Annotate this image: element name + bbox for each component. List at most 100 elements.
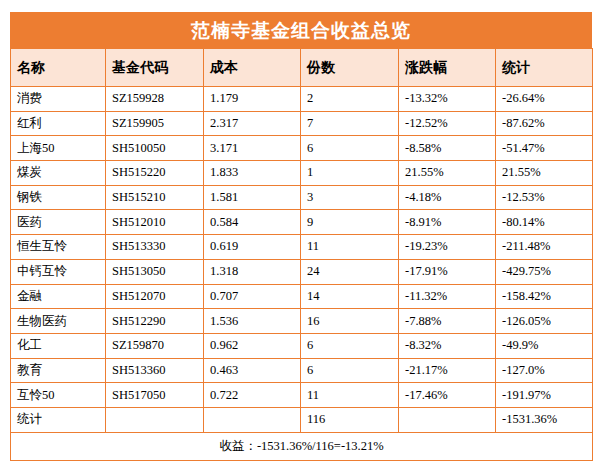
table-cell: 0.962 (204, 333, 301, 358)
table-cell: 2 (301, 87, 399, 112)
table-cell: 医药 (11, 210, 106, 235)
table-cell (204, 407, 301, 432)
summary-formula-text: 收益：-1531.36%/116=-13.21% (11, 432, 593, 460)
table-cell: 1.318 (204, 259, 301, 284)
table-footer: 收益：-1531.36%/116=-13.21% (11, 432, 593, 460)
table-cell: 煤炭 (11, 161, 106, 186)
table-cell: 21.55% (399, 161, 496, 186)
table-cell: 恒生互怜 (11, 235, 106, 260)
table-cell: -17.46% (399, 383, 496, 408)
table-cell: 6 (301, 358, 399, 383)
table-cell: SZ159870 (106, 333, 204, 358)
page: 范楠寺基金组合收益总览 名称 基金代码 成本 份数 涨跌幅 统计 (0, 0, 600, 470)
table-cell: -19.23% (399, 235, 496, 260)
table-cell (399, 407, 496, 432)
table-cell: -4.18% (399, 185, 496, 210)
summary-row: 收益：-1531.36%/116=-13.21% (11, 432, 593, 460)
table-cell: SH515220 (106, 161, 204, 186)
table-cell: 6 (301, 136, 399, 161)
table-cell: SH513050 (106, 259, 204, 284)
table-cell: -191.97% (496, 383, 593, 408)
table-row: 金融SH5120700.70714-11.32%-158.42% (11, 284, 593, 309)
table-cell: 116 (301, 407, 399, 432)
table-cell: 7 (301, 111, 399, 136)
table-cell: 11 (301, 235, 399, 260)
table-cell: 1.581 (204, 185, 301, 210)
table-cell: -7.88% (399, 309, 496, 334)
table-cell: 互怜50 (11, 383, 106, 408)
table-cell: 0.722 (204, 383, 301, 408)
table-cell: -127.0% (496, 358, 593, 383)
table-cell: 教育 (11, 358, 106, 383)
table-cell: 2.317 (204, 111, 301, 136)
table-cell: 24 (301, 259, 399, 284)
table-cell: SZ159928 (106, 87, 204, 112)
table-cell: 0.707 (204, 284, 301, 309)
table-row: 钢铁SH5152101.5813-4.18%-12.53% (11, 185, 593, 210)
table-row: 消费SZ1599281.1792-13.32%-26.64% (11, 87, 593, 112)
table-cell: -13.32% (399, 87, 496, 112)
table-row: 化工SZ1598700.9626-8.32%-49.9% (11, 333, 593, 358)
table-cell: -87.62% (496, 111, 593, 136)
table-cell: -8.58% (399, 136, 496, 161)
table-cell: -80.14% (496, 210, 593, 235)
table-cell: SZ159905 (106, 111, 204, 136)
table-cell: -12.52% (399, 111, 496, 136)
fund-returns-table: 名称 基金代码 成本 份数 涨跌幅 统计 消费SZ1599281.1792-13… (10, 48, 593, 461)
table-cell: -11.32% (399, 284, 496, 309)
table-cell: -1531.36% (496, 407, 593, 432)
table-cell: -21.17% (399, 358, 496, 383)
table-cell: 0.619 (204, 235, 301, 260)
table-row: 生物医药SH5122901.53616-7.88%-126.05% (11, 309, 593, 334)
table-cell: 1.179 (204, 87, 301, 112)
table-cell: 0.463 (204, 358, 301, 383)
table-cell: -26.64% (496, 87, 593, 112)
table-cell: 红利 (11, 111, 106, 136)
table-cell: SH515210 (106, 185, 204, 210)
table-header-row: 名称 基金代码 成本 份数 涨跌幅 统计 (11, 49, 593, 87)
table-cell: 消费 (11, 87, 106, 112)
table-row: 上海50SH5100503.1716-8.58%-51.47% (11, 136, 593, 161)
table-cell (106, 407, 204, 432)
table-cell: 21.55% (496, 161, 593, 186)
column-header-name: 名称 (11, 49, 106, 87)
table-cell: SH510050 (106, 136, 204, 161)
table-cell: 金融 (11, 284, 106, 309)
table-cell: SH513360 (106, 358, 204, 383)
table-cell: -429.75% (496, 259, 593, 284)
table-cell: 生物医药 (11, 309, 106, 334)
table-cell: -17.91% (399, 259, 496, 284)
table-cell: 11 (301, 383, 399, 408)
table-cell: -158.42% (496, 284, 593, 309)
table-cell: SH513330 (106, 235, 204, 260)
table-cell: -8.32% (399, 333, 496, 358)
table-title: 范楠寺基金组合收益总览 (10, 12, 592, 48)
table-title-text: 范楠寺基金组合收益总览 (191, 20, 411, 41)
table-cell: 0.584 (204, 210, 301, 235)
table-row: 煤炭SH5152201.833121.55%21.55% (11, 161, 593, 186)
table-body: 消费SZ1599281.1792-13.32%-26.64%红利SZ159905… (11, 87, 593, 433)
table-cell: -126.05% (496, 309, 593, 334)
table-cell: 9 (301, 210, 399, 235)
table-cell: 6 (301, 333, 399, 358)
table-cell: SH512070 (106, 284, 204, 309)
table-cell: 3.171 (204, 136, 301, 161)
table-cell: 1 (301, 161, 399, 186)
table-cell: 钢铁 (11, 185, 106, 210)
table-cell: SH517050 (106, 383, 204, 408)
table-row: 统计116-1531.36% (11, 407, 593, 432)
table-row: 恒生互怜SH5133300.61911-19.23%-211.48% (11, 235, 593, 260)
table-row: 医药SH5120100.5849-8.91%-80.14% (11, 210, 593, 235)
fund-overview-table: 范楠寺基金组合收益总览 名称 基金代码 成本 份数 涨跌幅 统计 (10, 12, 592, 461)
table-cell: -12.53% (496, 185, 593, 210)
table-cell: 1.536 (204, 309, 301, 334)
table-cell: 14 (301, 284, 399, 309)
column-header-fund-code: 基金代码 (106, 49, 204, 87)
table-cell: 上海50 (11, 136, 106, 161)
table-cell: 化工 (11, 333, 106, 358)
table-cell: 中钙互怜 (11, 259, 106, 284)
table-cell: -211.48% (496, 235, 593, 260)
table-cell: SH512010 (106, 210, 204, 235)
column-header-total: 统计 (496, 49, 593, 87)
table-cell: SH512290 (106, 309, 204, 334)
